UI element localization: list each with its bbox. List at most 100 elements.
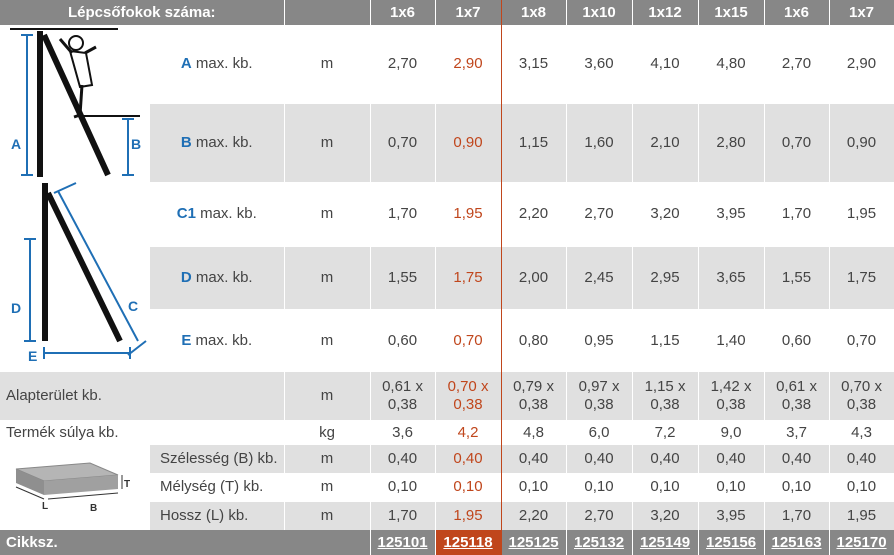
row-c1: C1 max. kb. m 1,70 1,95 2,20 2,70 3,20 3… <box>0 181 894 247</box>
cell: 1,75 <box>829 246 894 310</box>
cell: 7,2 <box>632 420 699 445</box>
cell: 0,90 <box>829 103 894 182</box>
row-d: D max. kb. m 1,55 1,75 2,00 2,45 2,95 3,… <box>0 246 894 310</box>
cell: 1,15 <box>632 309 699 372</box>
cell: 0,10 <box>434 473 502 502</box>
product-code-link[interactable]: 125156 <box>698 530 765 555</box>
row-unit: m <box>284 445 371 474</box>
box-label-b: B <box>90 503 97 514</box>
cell: 1,70 <box>370 181 436 247</box>
dim-label-b: B <box>131 136 141 152</box>
row-label: A max. kb. <box>150 25 285 104</box>
cell: 0,97 x 0,38 <box>566 372 633 420</box>
cell: 0,40 <box>434 445 502 474</box>
cell: 0,60 <box>764 309 830 372</box>
ladder-diagram-svg: A B C D <box>10 28 147 364</box>
row-area: Alapterület kb. m 0,61 x 0,38 0,70 x 0,38 … <box>0 372 894 420</box>
package-box-svg: T L B <box>15 462 130 514</box>
row-label: B max. kb. <box>150 103 285 182</box>
cell: 3,65 <box>698 246 765 310</box>
cell: 1,55 <box>370 246 436 310</box>
cell: 3,95 <box>698 181 765 247</box>
dim-label-d: D <box>11 300 21 316</box>
cell: 6,0 <box>566 420 633 445</box>
cell: 2,20 <box>501 181 567 247</box>
cell: 0,40 <box>501 445 567 474</box>
cell: 4,2 <box>434 420 502 445</box>
cell: 0,80 <box>501 309 567 372</box>
row-label: E max. kb. <box>150 309 285 372</box>
product-code-link[interactable]: 125163 <box>764 530 830 555</box>
dim-label-e: E <box>28 348 37 364</box>
row-unit: m <box>284 372 371 420</box>
row-unit: m <box>284 25 371 104</box>
cell: 0,61 x 0,38 <box>764 372 830 420</box>
header-col: 1x15 <box>698 0 765 25</box>
cell: 1,15 <box>501 103 567 182</box>
row-label: Mélység (T) kb. <box>150 473 285 502</box>
row-letter: E <box>181 331 192 349</box>
row-letter: D <box>180 268 192 286</box>
cell: 0,40 <box>764 445 830 474</box>
product-code-link[interactable]: 125125 <box>501 530 567 555</box>
cell: 0,70 x 0,38 <box>434 372 502 420</box>
cell: 0,61 x 0,38 <box>370 372 436 420</box>
header-title: Lépcsőfokok száma: <box>0 0 285 25</box>
row-letter: C1 <box>176 205 196 223</box>
dim-label-c: C <box>128 298 138 314</box>
row-unit: m <box>284 103 371 182</box>
cell: 0,40 <box>370 445 436 474</box>
row-a: A B C D <box>0 25 894 372</box>
cell: 2,90 <box>434 25 502 104</box>
row-label: Termék súlya kb. <box>0 420 285 445</box>
row-label: C1 max. kb. <box>150 181 285 247</box>
cell: 1,40 <box>698 309 765 372</box>
product-code-link[interactable]: 125101 <box>370 530 436 555</box>
cell: 4,10 <box>632 25 699 104</box>
cell: 2,00 <box>501 246 567 310</box>
row-unit: m <box>284 309 371 372</box>
cell: 4,80 <box>698 25 765 104</box>
row-e: E max. kb. m 0,60 0,70 0,80 0,95 1,15 1,… <box>0 309 894 372</box>
cell: 2,70 <box>370 25 436 104</box>
product-code-link[interactable]: 125118 <box>434 530 502 555</box>
cell: 1,95 <box>829 181 894 247</box>
product-code-link[interactable]: 125132 <box>566 530 633 555</box>
dim-label-a: A <box>11 136 21 152</box>
product-code-link[interactable]: 125170 <box>829 530 894 555</box>
row-label: Alapterület kb. <box>0 372 285 420</box>
footer-row: Cikksz. 125101 125118 125125 125132 1251… <box>0 530 894 555</box>
cell: 2,90 <box>829 25 894 104</box>
cell: 3,6 <box>370 420 436 445</box>
cell: 2,95 <box>632 246 699 310</box>
row-width: T L B Szélesség (B) kb. m 0,40 0,40 0,40… <box>0 445 894 530</box>
cell: 0,10 <box>829 473 894 502</box>
cell: 3,95 <box>698 501 765 530</box>
row-label-text: max. kb. <box>195 331 253 349</box>
cell: 2,80 <box>698 103 765 182</box>
box-label-l: L <box>42 501 48 512</box>
cell: 1,95 <box>434 181 502 247</box>
cell: 1,60 <box>566 103 633 182</box>
cell: 0,40 <box>566 445 633 474</box>
cell: 2,20 <box>501 501 567 530</box>
cell: 0,60 <box>370 309 436 372</box>
cell: 4,3 <box>829 420 894 445</box>
cell: 1,70 <box>764 181 830 247</box>
cell: 3,20 <box>632 181 699 247</box>
cell: 1,75 <box>434 246 502 310</box>
cell: 1,70 <box>370 501 436 530</box>
row-label-text: max. kb. <box>200 205 257 223</box>
cell: 0,70 <box>829 309 894 372</box>
cell: 1,70 <box>764 501 830 530</box>
ladder-diagram: A B C D <box>0 25 150 372</box>
row-label: D max. kb. <box>150 246 285 310</box>
header-col: 1x8 <box>501 0 567 25</box>
header-row: Lépcsőfokok száma: 1x6 1x7 1x8 1x10 1x12… <box>0 0 894 25</box>
cell: 0,70 x 0,38 <box>829 372 894 420</box>
product-code-link[interactable]: 125149 <box>632 530 699 555</box>
cell: 0,40 <box>698 445 765 474</box>
row-label-text: max. kb. <box>195 55 253 73</box>
cell: 3,7 <box>764 420 830 445</box>
